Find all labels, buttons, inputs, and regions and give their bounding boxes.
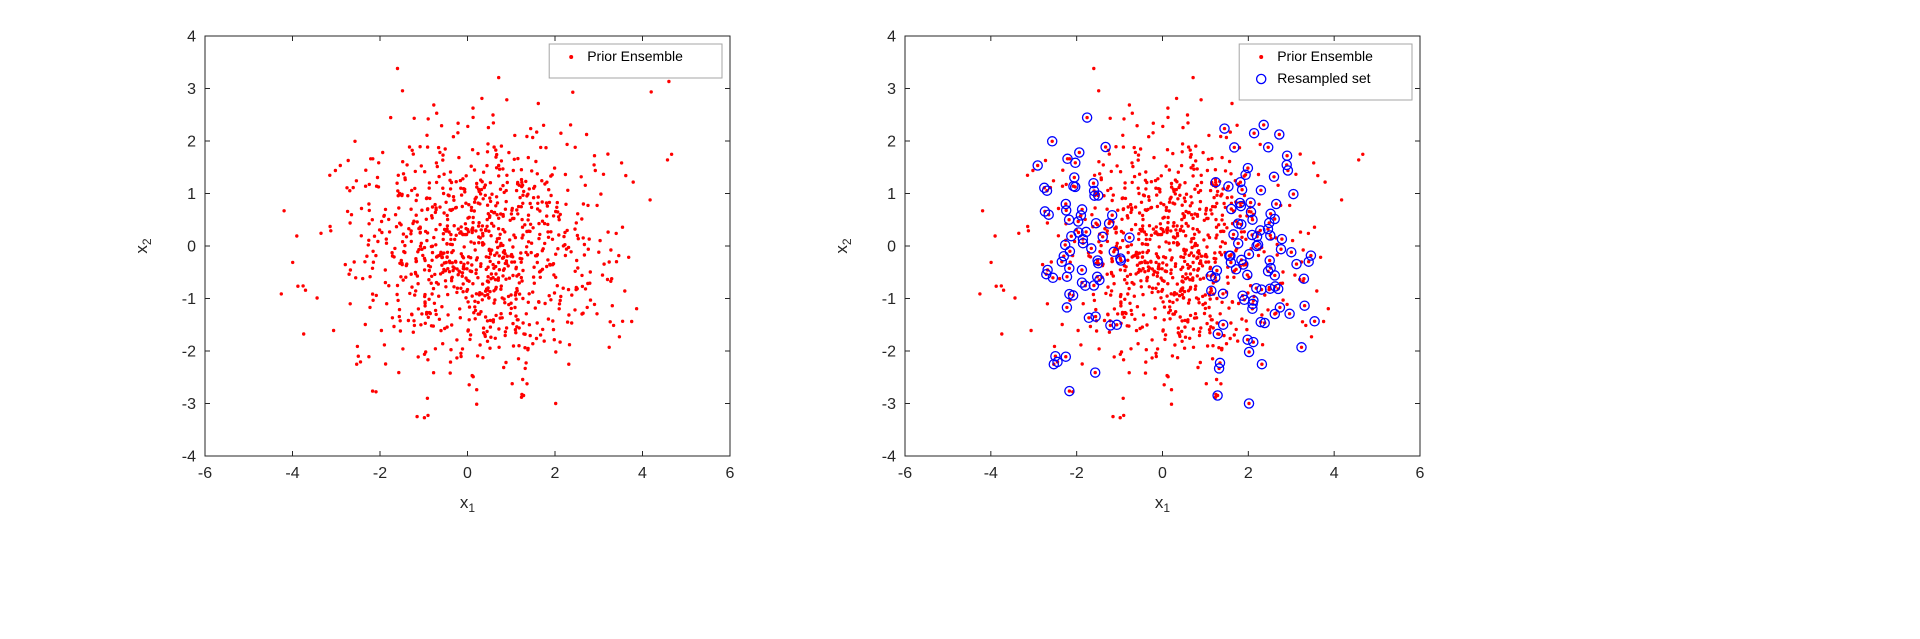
- plot-box: [904, 35, 1421, 457]
- x-tick-label: -4: [285, 465, 299, 482]
- x-tick-label: -4: [984, 465, 998, 482]
- legend-marker-dot: [1259, 55, 1264, 59]
- data-points-layer: [978, 66, 1365, 420]
- x-tick-label: 4: [638, 465, 647, 482]
- y-tick-label: 4: [187, 29, 196, 46]
- legend-marker-open-circle: [1255, 73, 1267, 85]
- prior-ensemble-points: [978, 66, 1365, 420]
- y-tick-label: -4: [882, 449, 896, 466]
- y-tick-label: 3: [187, 81, 196, 98]
- x-tick-label: -6: [898, 465, 912, 482]
- y-tick-label: -4: [182, 449, 196, 466]
- x-tick-label: 2: [551, 465, 560, 482]
- y-axis-label: x2: [832, 238, 854, 254]
- y-tick-label: 2: [187, 134, 196, 151]
- figure-left: -6 -4 -2 0 2 4 6 -4 -3 -2 -1 0 1 2 3 4 x1 x2 Prior Ensembl…: [100, 8, 800, 583]
- y-tick-label: 1: [187, 186, 196, 203]
- y-tick-label: -3: [182, 396, 196, 413]
- x-tick-label: 0: [463, 465, 472, 482]
- figure-right: -6 -4 -2 0 2 4 6 -4 -3 -2 -1 0 1 2 3 4 x1 x2 Prior Ensembl…: [800, 8, 1500, 583]
- legend-label: Prior Ensemble: [587, 48, 683, 64]
- tick-marks: [204, 35, 731, 457]
- x-tick-label: -2: [1070, 465, 1084, 482]
- resampled-set-points: [1032, 86, 1320, 409]
- y-tick-label: -2: [882, 344, 896, 361]
- y-tick-label: -1: [182, 291, 196, 308]
- legend-label: Prior Ensemble: [1277, 48, 1373, 64]
- legend: Prior Ensemble Resampled set: [1238, 43, 1413, 101]
- y-tick-label: 0: [187, 239, 196, 256]
- y-tick-label: -1: [882, 291, 896, 308]
- plot-box: [204, 35, 731, 457]
- y-tick-label: 2: [887, 134, 896, 151]
- legend: Prior Ensemble: [548, 43, 723, 79]
- y-axis-label: x2: [132, 238, 154, 254]
- x-tick-label: 2: [1244, 465, 1253, 482]
- y-tick-label: 0: [887, 239, 896, 256]
- x-axis-label: x1: [460, 493, 476, 515]
- x-tick-label: -2: [373, 465, 387, 482]
- x-tick-label: 6: [1416, 465, 1425, 482]
- y-tick-label: 3: [887, 81, 896, 98]
- y-tick-label: 1: [887, 186, 896, 203]
- prior-ensemble-points: [279, 66, 674, 420]
- x-tick-label: 4: [1330, 465, 1339, 482]
- y-tick-label: 4: [887, 29, 896, 46]
- legend-box: [548, 43, 723, 79]
- legend-label: Resampled set: [1277, 70, 1370, 86]
- x-tick-label: -6: [198, 465, 212, 482]
- y-tick-label: -3: [882, 396, 896, 413]
- x-axis-label: x1: [1155, 493, 1171, 515]
- x-tick-label: 0: [1158, 465, 1167, 482]
- data-points-layer: [279, 66, 674, 420]
- x-tick-label: 6: [726, 465, 735, 482]
- legend-box: [1238, 43, 1413, 101]
- tick-marks: [904, 35, 1421, 457]
- legend-marker-dot: [569, 55, 574, 59]
- y-tick-label: -2: [182, 344, 196, 361]
